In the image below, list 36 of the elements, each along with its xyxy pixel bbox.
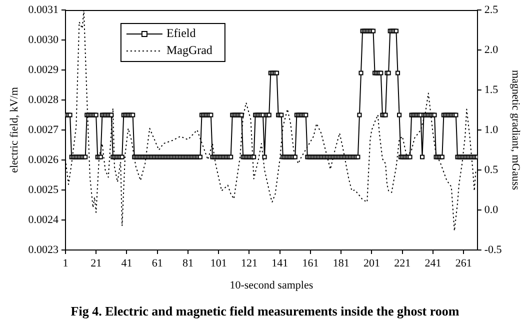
x-tick-label: 221 [394,257,411,270]
x-tick-label: 21 [90,257,102,270]
y-axis-title: electric field, kV/m [8,86,20,173]
y2-tick-label: 2.0 [484,44,499,56]
x-tick-label: 201 [363,257,380,270]
y-tick-label: 0.0030 [28,34,59,46]
x-tick-label: 161 [302,257,319,270]
y-tick-label: 0.0031 [28,4,58,16]
y-tick-label: 0.0026 [28,154,59,166]
y2-tick-label: 0.5 [484,164,499,176]
y2-axis-title: magnetic gradiant, mGauss [510,70,522,190]
y2-tick-label: 2.5 [484,4,499,16]
x-tick-label: 121 [240,257,258,270]
y-tick-label: 0.0027 [28,124,59,136]
x-tick-label: 61 [152,257,163,270]
x-tick-label: 41 [121,257,132,270]
y-tick-label: 0.0029 [28,64,59,76]
y2-tick-label: 0.0 [484,204,499,216]
x-tick-label: 181 [332,257,350,270]
y2-tick-label: 1.5 [484,84,499,96]
y-tick-label: 0.0024 [28,214,59,226]
y-tick-label: 0.0025 [28,184,59,196]
y-tick-label: 0.0023 [28,244,59,256]
x-tick-label: 261 [455,257,472,270]
x-tick-label: 101 [210,257,227,270]
y-tick-label: 0.0028 [28,94,59,106]
y2-tick-label: -0.5 [484,244,502,256]
x-tick-label: 81 [182,257,194,270]
x-tick-label: 141 [272,257,288,270]
y2-tick-label: 1.0 [484,124,499,136]
x-tick-label: 1 [62,257,68,270]
x-axis-title: 10-second samples [230,280,314,292]
x-tick-label: 241 [424,257,442,270]
text: Fig 4. Electric and magnetic field measurements inside the ghost room [70,304,460,319]
legend-label: Efield [166,26,196,40]
legend-label: MagGrad [166,43,212,58]
